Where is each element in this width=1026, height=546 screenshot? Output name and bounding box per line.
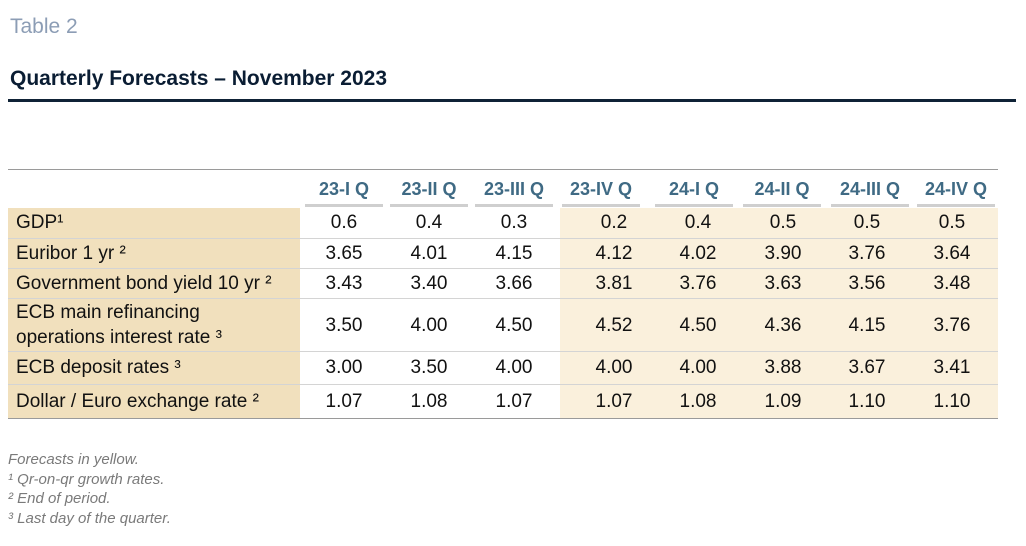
table-cell: 1.07 bbox=[595, 391, 633, 412]
column-header: 23-IV Q bbox=[569, 179, 633, 199]
column-header: 24-II Q bbox=[754, 179, 810, 199]
table-cell: 1.08 bbox=[410, 391, 448, 412]
column-header: 24-IV Q bbox=[924, 179, 988, 199]
table-cell: 4.01 bbox=[410, 243, 448, 264]
row-label-ecb-deposit: ECB deposit rates ³ bbox=[16, 357, 181, 378]
table-cell: 3.48 bbox=[933, 273, 971, 294]
column-header: 23-II Q bbox=[401, 179, 457, 199]
table-cell: 3.81 bbox=[595, 273, 633, 294]
row-separator bbox=[8, 351, 998, 352]
row-label-euribor: Euribor 1 yr ² bbox=[16, 243, 126, 264]
table-cell: 4.50 bbox=[679, 315, 717, 336]
column-header: 23-I Q bbox=[318, 179, 370, 199]
table-title: Quarterly Forecasts – November 2023 bbox=[10, 67, 388, 90]
table-cell: 3.88 bbox=[764, 357, 802, 378]
forecast-shading bbox=[560, 208, 998, 419]
column-header-underline bbox=[562, 204, 640, 207]
row-separator bbox=[8, 384, 998, 385]
table-cell: 4.52 bbox=[595, 315, 633, 336]
column-header: 24-III Q bbox=[839, 179, 901, 199]
table-cell: 4.15 bbox=[495, 243, 533, 264]
table-cell: 1.09 bbox=[764, 391, 802, 412]
column-header-underline bbox=[917, 204, 995, 207]
title-rule bbox=[8, 99, 1016, 102]
table-cell: 4.12 bbox=[595, 243, 633, 264]
table-cell: 3.66 bbox=[495, 273, 533, 294]
table-cell: 3.41 bbox=[933, 357, 971, 378]
table-cell: 3.43 bbox=[325, 273, 363, 294]
column-header-underline bbox=[743, 204, 821, 207]
table-cell: 0.3 bbox=[500, 212, 528, 233]
row-label-shading bbox=[8, 208, 300, 419]
column-header: 24-I Q bbox=[668, 179, 720, 199]
table-cell: 0.5 bbox=[938, 212, 966, 233]
table-cell: 3.50 bbox=[325, 315, 363, 336]
table-cell: 1.10 bbox=[933, 391, 971, 412]
table-cell: 3.50 bbox=[410, 357, 448, 378]
row-separator bbox=[8, 238, 998, 239]
footnotes: Forecasts in yellow. ¹ Qr-on-qr growth r… bbox=[8, 450, 171, 528]
table-cell: 0.4 bbox=[684, 212, 712, 233]
row-separator bbox=[8, 268, 998, 269]
footnote: ³ Last day of the quarter. bbox=[8, 509, 171, 527]
table-cell: 3.67 bbox=[848, 357, 886, 378]
table-cell: 3.64 bbox=[933, 243, 971, 264]
column-header: 23-III Q bbox=[483, 179, 545, 199]
table-cell: 3.76 bbox=[933, 315, 971, 336]
table-cell: 0.4 bbox=[415, 212, 443, 233]
table-cell: 4.36 bbox=[764, 315, 802, 336]
column-header-underline bbox=[305, 204, 383, 207]
footnote: Forecasts in yellow. bbox=[8, 451, 139, 468]
row-label-fx: Dollar / Euro exchange rate ² bbox=[16, 391, 259, 412]
table-bottom-rule bbox=[8, 418, 998, 419]
footnote: ² End of period. bbox=[8, 490, 111, 507]
table-cell: 0.2 bbox=[600, 212, 628, 233]
table-cell: 3.63 bbox=[764, 273, 802, 294]
table-cell: 0.5 bbox=[853, 212, 881, 233]
table-cell: 1.10 bbox=[848, 391, 886, 412]
row-label-ecb-refi-line2: operations interest rate ³ bbox=[16, 327, 222, 348]
table-cell: 3.56 bbox=[848, 273, 886, 294]
table-cell: 0.6 bbox=[330, 212, 358, 233]
row-label-bond-yield: Government bond yield 10 yr ² bbox=[16, 273, 272, 294]
table-cell: 3.76 bbox=[679, 273, 717, 294]
table-cell: 4.15 bbox=[848, 315, 886, 336]
table-cell: 3.40 bbox=[410, 273, 448, 294]
column-header-underline bbox=[655, 204, 733, 207]
table-cell: 1.07 bbox=[325, 391, 363, 412]
row-label-gdp: GDP¹ bbox=[16, 212, 64, 233]
column-header-underline bbox=[390, 204, 468, 207]
table-cell: 3.65 bbox=[325, 243, 363, 264]
table-cell: 4.00 bbox=[410, 315, 448, 336]
table-cell: 1.08 bbox=[679, 391, 717, 412]
column-header-underline bbox=[831, 204, 909, 207]
table-cell: 4.00 bbox=[495, 357, 533, 378]
table-cell: 4.02 bbox=[679, 243, 717, 264]
table-top-rule bbox=[8, 169, 998, 170]
table-cell: 3.90 bbox=[764, 243, 802, 264]
table-cell: 0.5 bbox=[769, 212, 797, 233]
table-label: Table 2 bbox=[10, 15, 78, 38]
table-cell: 4.00 bbox=[595, 357, 633, 378]
row-separator bbox=[8, 298, 998, 299]
table-cell: 4.50 bbox=[495, 315, 533, 336]
column-header-underline bbox=[475, 204, 553, 207]
table-cell: 3.76 bbox=[848, 243, 886, 264]
table-cell: 1.07 bbox=[495, 391, 533, 412]
table-cell: 4.00 bbox=[679, 357, 717, 378]
row-label-ecb-refi-line1: ECB main refinancing bbox=[16, 302, 200, 323]
table-cell: 3.00 bbox=[325, 357, 363, 378]
row-label-ecb-refi: ECB main refinancing operations interest… bbox=[16, 300, 222, 350]
footnote: ¹ Qr-on-qr growth rates. bbox=[8, 470, 165, 488]
